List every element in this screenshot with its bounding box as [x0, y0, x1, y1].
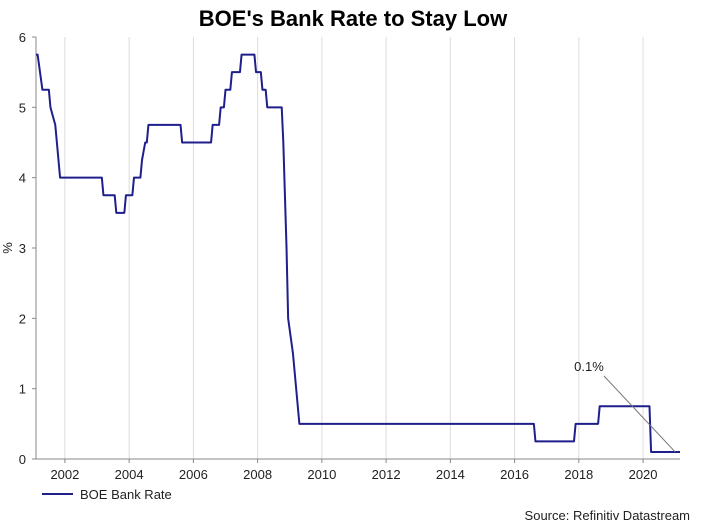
series-layer — [36, 53, 680, 453]
y-tick-label: 5 — [19, 100, 26, 115]
chart-title: BOE's Bank Rate to Stay Low — [199, 6, 508, 31]
y-tick-label: 4 — [19, 171, 26, 186]
annotation-leader-line — [603, 375, 676, 453]
source-note: Source: Refinitiv Datastream — [525, 508, 690, 523]
x-tick-label: 2010 — [307, 467, 336, 482]
x-tick-label: 2018 — [564, 467, 593, 482]
grid-layer — [64, 37, 644, 459]
legend-label: BOE Bank Rate — [80, 487, 172, 502]
x-tick-label: 2008 — [243, 467, 272, 482]
annotation-label: 0.1% — [574, 359, 604, 374]
x-tick-label: 2016 — [500, 467, 529, 482]
legend: BOE Bank Rate — [42, 487, 172, 502]
y-tick-label: 0 — [19, 452, 26, 467]
x-tick-label: 2002 — [50, 467, 79, 482]
x-tick-label: 2012 — [372, 467, 401, 482]
x-tick-label: 2004 — [115, 467, 144, 482]
axes-layer: 2002 2004 2006 2008 2010 2012 2014 2016 2018 2020… — [19, 30, 680, 482]
x-tick-label: 2020 — [629, 467, 658, 482]
y-tick-label: 2 — [19, 311, 26, 326]
series-line-bank-rate — [36, 53, 680, 453]
y-tick-label: 1 — [19, 382, 26, 397]
y-axis-label: % — [0, 242, 15, 254]
annotation-layer: 0.1% — [574, 359, 676, 453]
y-tick-label: 6 — [19, 30, 26, 45]
x-tick-label: 2006 — [179, 467, 208, 482]
x-tick-label: 2014 — [436, 467, 465, 482]
y-tick-label: 3 — [19, 241, 26, 256]
